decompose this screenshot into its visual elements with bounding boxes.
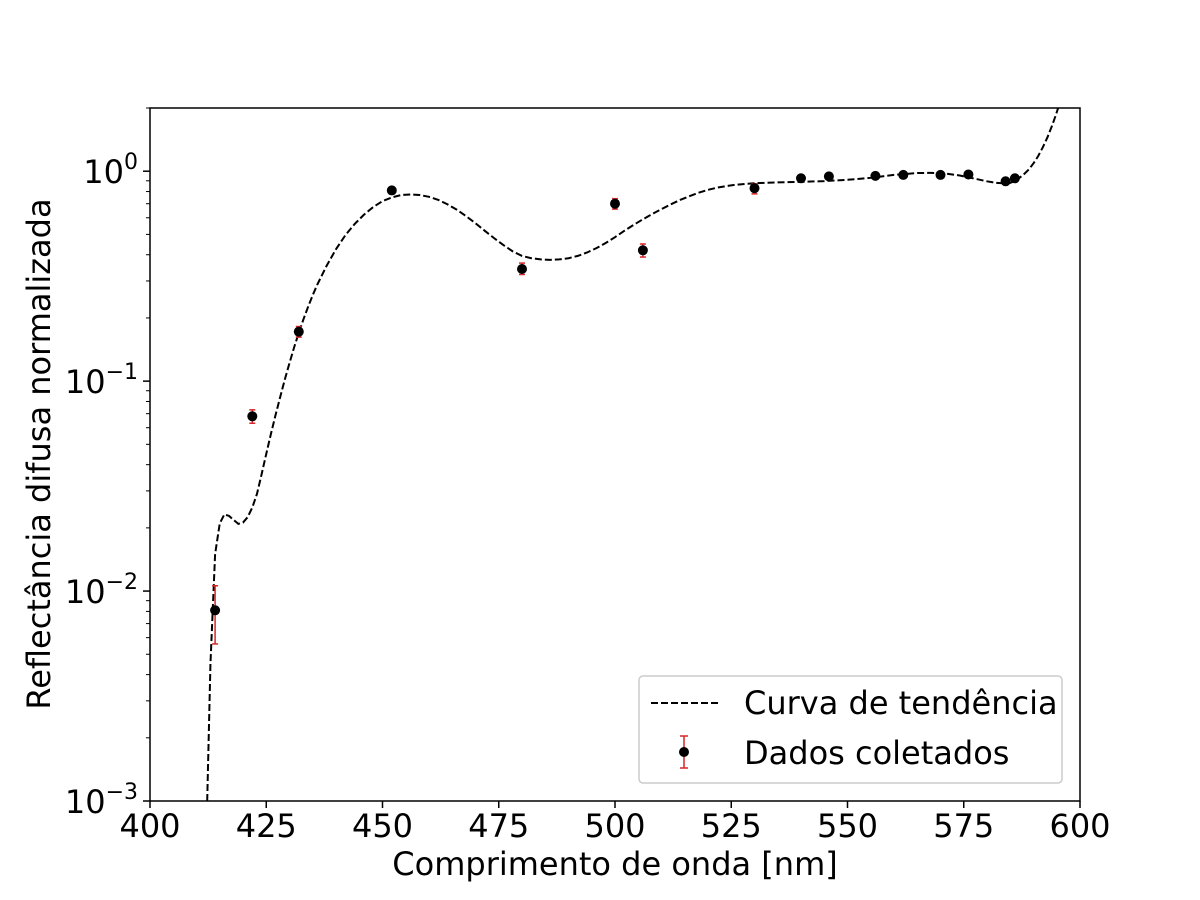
legend-label-trend: Curva de tendência <box>744 684 1058 722</box>
data-point <box>935 169 946 180</box>
y-tick-label: 10−2 <box>65 570 138 611</box>
data-point <box>749 183 760 195</box>
x-tick-label: 475 <box>468 807 529 845</box>
x-tick-label: 400 <box>119 807 180 845</box>
data-point <box>247 409 258 425</box>
x-tick-label: 425 <box>236 807 297 845</box>
y-axis-label: Reflectância difusa normalizada <box>20 198 58 709</box>
data-point <box>210 585 221 645</box>
data-point <box>1009 173 1020 184</box>
data-point <box>293 325 304 338</box>
data-point <box>870 170 881 181</box>
trend-line <box>206 108 1060 801</box>
legend-frame <box>638 675 1063 784</box>
legend-label-data: Dados coletados <box>744 734 1009 772</box>
data-marker <box>1000 176 1011 187</box>
data-marker <box>823 171 834 182</box>
data-marker <box>870 170 881 181</box>
x-tick-label: 525 <box>701 807 762 845</box>
data-marker <box>637 245 648 256</box>
x-tick-label: 450 <box>352 807 413 845</box>
data-marker <box>1009 173 1020 184</box>
x-tick-label: 575 <box>933 807 994 845</box>
data-marker <box>796 173 806 184</box>
data-marker <box>247 411 258 422</box>
plot-area <box>149 107 1081 802</box>
data-marker <box>963 169 974 180</box>
data-marker <box>610 198 620 209</box>
data-marker <box>749 183 760 194</box>
x-axis: 400 425 450 475 500 525 550 575 600 <box>119 801 1111 845</box>
data-point <box>963 169 974 180</box>
data-point <box>898 169 909 180</box>
data-marker <box>293 326 304 337</box>
data-marker <box>517 264 527 275</box>
y-tick-label: 10−3 <box>65 780 138 821</box>
data-marker <box>210 605 221 616</box>
data-point <box>823 171 834 182</box>
data-point <box>637 243 648 258</box>
data-marker <box>898 169 909 180</box>
x-axis-label: Comprimento de onda [nm] <box>392 845 837 883</box>
data-point <box>517 262 527 276</box>
y-tick-label: 10−1 <box>65 360 138 401</box>
x-tick-label: 550 <box>817 807 878 845</box>
legend-marker-sample <box>679 747 689 757</box>
data-point <box>796 173 806 184</box>
data-marker <box>935 169 946 180</box>
data-point <box>386 185 397 196</box>
data-point <box>1000 176 1011 187</box>
x-tick-label: 600 <box>1049 807 1110 845</box>
y-axis: 10−3 10−2 10−1 100 <box>65 107 150 821</box>
legend: Curva de tendência Dados coletados <box>638 675 1063 784</box>
data-marker <box>386 185 397 196</box>
x-tick-label: 500 <box>584 807 645 845</box>
y-tick-label: 100 <box>83 150 138 191</box>
data-point <box>610 197 620 210</box>
